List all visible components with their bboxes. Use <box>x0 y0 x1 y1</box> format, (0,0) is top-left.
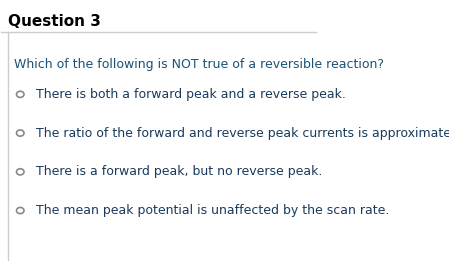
Text: The ratio of the forward and reverse peak currents is approximately 1.: The ratio of the forward and reverse pea… <box>36 127 449 140</box>
Text: There is both a forward peak and a reverse peak.: There is both a forward peak and a rever… <box>36 88 346 101</box>
Text: The mean peak potential is unaffected by the scan rate.: The mean peak potential is unaffected by… <box>36 204 389 217</box>
Text: Question 3: Question 3 <box>8 14 101 29</box>
Text: There is a forward peak, but no reverse peak.: There is a forward peak, but no reverse … <box>36 165 322 178</box>
Text: Which of the following is NOT true of a reversible reaction?: Which of the following is NOT true of a … <box>14 58 384 71</box>
